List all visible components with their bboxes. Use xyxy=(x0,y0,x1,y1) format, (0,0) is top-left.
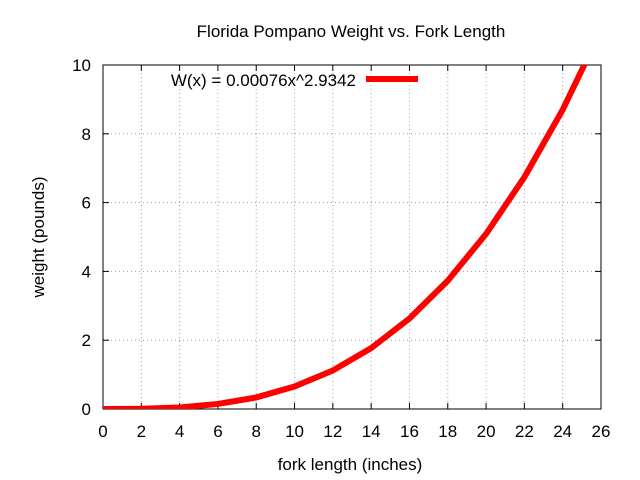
plot-frame xyxy=(102,64,602,410)
chart-title: Florida Pompano Weight vs. Fork Length xyxy=(197,22,506,41)
x-tick-label: 2 xyxy=(137,422,146,441)
data-point xyxy=(484,232,488,236)
x-tick-label: 4 xyxy=(175,422,184,441)
data-point xyxy=(139,407,143,409)
series-area xyxy=(103,65,588,409)
x-tick-label: 14 xyxy=(362,422,381,441)
x-tick-label: 0 xyxy=(98,422,107,441)
x-tick-label: 26 xyxy=(592,422,611,441)
x-tick-label: 22 xyxy=(515,422,534,441)
data-point xyxy=(522,175,526,179)
data-point xyxy=(561,108,565,112)
y-tick-label: 6 xyxy=(82,194,91,213)
data-point xyxy=(407,317,411,321)
data-point xyxy=(446,279,450,283)
x-tick-label: 16 xyxy=(400,422,419,441)
legend-label: W(x) = 0.00076x^2.9342 xyxy=(171,71,356,90)
data-point xyxy=(331,368,335,372)
y-tick-labels: 0 2 4 6 8 10 xyxy=(72,56,91,419)
x-tick-label: 12 xyxy=(323,422,342,441)
y-tick-label: 10 xyxy=(72,56,91,75)
y-tick-label: 2 xyxy=(82,331,91,350)
x-tick-label: 10 xyxy=(285,422,304,441)
x-tick-label: 8 xyxy=(251,422,260,441)
data-point xyxy=(178,405,182,409)
data-point xyxy=(254,395,258,399)
y-tick-label: 8 xyxy=(82,125,91,144)
x-tick-label: 6 xyxy=(213,422,222,441)
series-line xyxy=(103,65,588,409)
data-point xyxy=(103,407,105,409)
data-point xyxy=(216,402,220,406)
data-point xyxy=(369,346,373,350)
y-axis-label: weight (pounds) xyxy=(29,177,48,299)
legend: W(x) = 0.00076x^2.9342 xyxy=(171,71,418,90)
y-tick-label: 0 xyxy=(82,400,91,419)
x-tick-label: 24 xyxy=(553,422,572,441)
x-tick-label: 18 xyxy=(438,422,457,441)
data-point xyxy=(293,384,297,388)
x-tick-labels: 0 2 4 6 8 10 12 14 16 18 20 22 24 26 xyxy=(98,422,610,441)
x-axis-label: fork length (inches) xyxy=(278,455,423,474)
y-tick-label: 4 xyxy=(82,262,91,281)
x-tick-label: 20 xyxy=(477,422,496,441)
